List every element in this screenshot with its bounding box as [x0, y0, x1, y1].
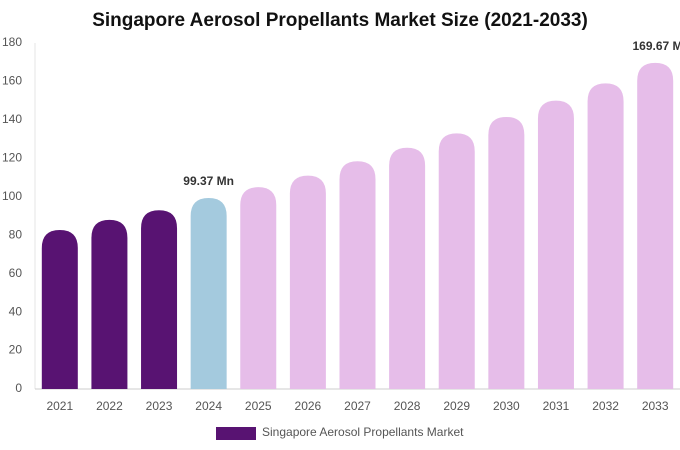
y-tick-label: 120 [2, 151, 22, 165]
bar [537, 100, 574, 390]
bar [91, 219, 128, 389]
x-tick-label: 2030 [493, 399, 520, 413]
y-tick-label: 80 [9, 227, 23, 241]
x-tick-label: 2027 [344, 399, 371, 413]
y-tick-label: 60 [9, 266, 23, 280]
y-tick-label: 20 [9, 343, 23, 357]
bar [339, 161, 376, 389]
x-tick-label: 2021 [46, 399, 73, 413]
value-label: 169.67 Mn [633, 39, 680, 53]
y-tick-label: 140 [2, 112, 22, 126]
bar [41, 230, 78, 389]
x-tick-label: 2023 [146, 399, 173, 413]
bar [141, 210, 178, 389]
bar [587, 83, 624, 389]
x-tick-label: 2029 [443, 399, 470, 413]
bar [637, 62, 674, 389]
x-tick-label: 2026 [295, 399, 322, 413]
legend-label: Singapore Aerosol Propellants Market [262, 425, 464, 439]
y-tick-label: 180 [2, 35, 22, 49]
value-label: 99.37 Mn [183, 174, 234, 188]
y-tick-label: 160 [2, 74, 22, 88]
y-tick-label: 0 [15, 381, 22, 395]
y-tick-label: 100 [2, 189, 22, 203]
x-tick-label: 2024 [195, 399, 222, 413]
x-tick-label: 2031 [543, 399, 570, 413]
x-tick-label: 2022 [96, 399, 123, 413]
bar [240, 187, 277, 389]
bar [488, 117, 525, 389]
x-tick-label: 2032 [592, 399, 619, 413]
x-tick-label: 2033 [642, 399, 669, 413]
bar [190, 197, 227, 389]
legend-swatch [216, 427, 256, 440]
bar [289, 175, 326, 389]
bar [389, 147, 426, 389]
y-tick-label: 40 [9, 304, 23, 318]
x-tick-label: 2025 [245, 399, 272, 413]
bar [438, 133, 475, 389]
x-tick-label: 2028 [394, 399, 421, 413]
chart-title: Singapore Aerosol Propellants Market Siz… [92, 10, 588, 31]
